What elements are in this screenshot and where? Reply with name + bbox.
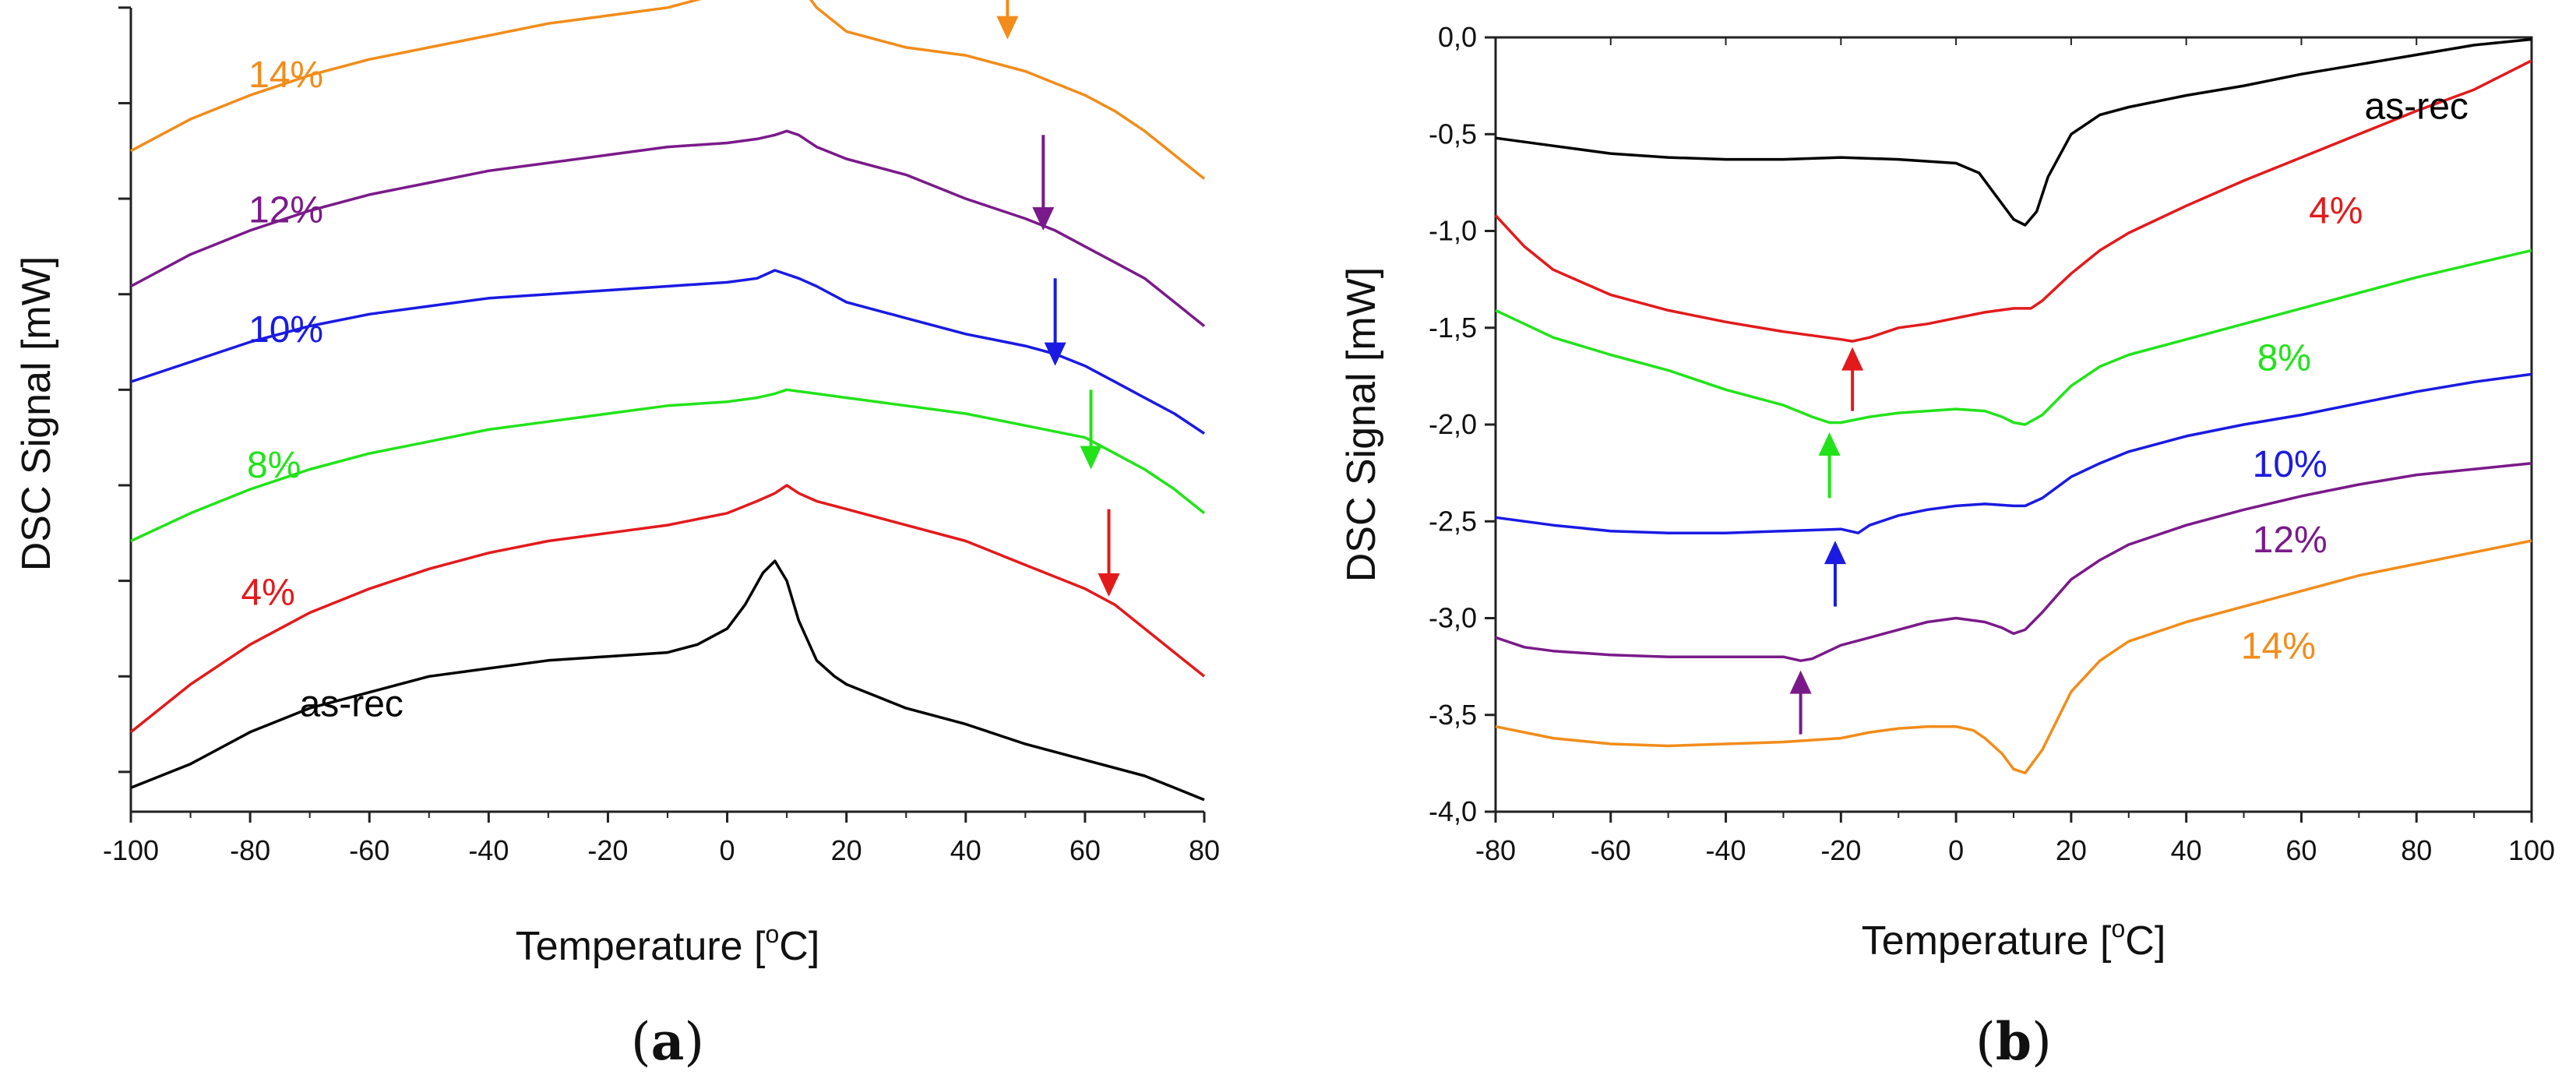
y-axis-title: DSC Signal [mW] <box>14 256 59 572</box>
x-axis-title-main: Temperature [ <box>1862 918 2112 964</box>
x-tick-label: 0 <box>720 834 735 866</box>
arrow-8pct-head <box>1080 446 1102 470</box>
y-tick-label: -3,0 <box>1429 602 1477 634</box>
arrow-12pct-head <box>1789 670 1812 694</box>
panel-label-open: ( <box>1975 1012 1996 1072</box>
x-axis-title: Temperature [oC] <box>516 920 820 969</box>
y-tick-label: -4,0 <box>1429 795 1477 827</box>
y-tick-label: -3,5 <box>1429 699 1477 731</box>
series-line-14pct <box>130 0 1206 180</box>
plot-frame <box>1494 36 2533 813</box>
y-axis-title: DSC Signal [mW] <box>1339 267 1384 583</box>
curve-label-10pct: 10% <box>248 309 323 351</box>
x-axis-title-degree: o <box>2112 915 2126 943</box>
x-tick-label: -20 <box>587 834 628 866</box>
x-axis-title-unit: C] <box>779 924 819 969</box>
panel-label-open: ( <box>631 1012 651 1072</box>
x-tick-label: -40 <box>468 834 509 866</box>
arrow-12pct-head <box>1032 206 1055 231</box>
series-line-14pct <box>1495 539 2532 775</box>
x-tick-label: 40 <box>950 834 981 866</box>
y-tick-label: 0,0 <box>1438 21 1477 53</box>
x-axis-title-unit: C] <box>2125 918 2165 964</box>
series-line-as-rec <box>130 559 1205 802</box>
panel-label-letter: b <box>1996 1011 2032 1072</box>
x-tick-label: -40 <box>1706 834 1746 866</box>
curve-label-12pct: 12% <box>248 190 323 231</box>
series-line-4pct <box>1494 59 2532 343</box>
y-tick-label: -1,0 <box>1429 215 1477 247</box>
series-line-10pct <box>130 269 1205 435</box>
arrow-4pct-head <box>1841 347 1864 371</box>
x-tick-label: 20 <box>831 834 862 866</box>
x-tick-label: -60 <box>1591 834 1631 866</box>
panel-label-close: ) <box>2032 1012 2052 1072</box>
curve-label-14pct: 14% <box>248 55 323 96</box>
curve-label-as-rec: as-rec <box>300 683 403 724</box>
y-tick-label: -1,5 <box>1429 312 1477 344</box>
x-tick-label: 20 <box>2056 834 2087 866</box>
x-tick-label: 100 <box>2508 834 2555 866</box>
series-line-12pct <box>130 129 1206 327</box>
y-tick-label: -2,0 <box>1429 408 1477 440</box>
x-axis-title: Temperature [oC] <box>1862 915 2166 964</box>
series-line-12pct <box>1495 461 2532 662</box>
curve-label-8pct: 8% <box>247 445 301 486</box>
x-tick-label: -80 <box>1475 834 1516 866</box>
x-tick-label: 80 <box>1189 834 1220 866</box>
curve-label-4pct: 4% <box>2309 191 2363 232</box>
x-tick-label: 60 <box>1070 834 1101 866</box>
curve-label-as-rec: as-rec <box>2365 86 2469 127</box>
x-axis-title-main: Temperature [ <box>516 924 766 969</box>
arrow-10pct-head <box>1044 342 1066 366</box>
panel-label: (b) <box>1975 1011 2052 1072</box>
panel-b-chart: -80 -60 -40 -20 0 20 40 60 80 100 0,0 -0,5 -1,0 -1,5 -… <box>1339 21 2555 1072</box>
x-tick-label: 60 <box>2285 834 2317 866</box>
y-tick-label: -2,5 <box>1429 505 1477 537</box>
arrow-4pct-head <box>1098 573 1120 597</box>
curve-label-12pct: 12% <box>2253 520 2328 561</box>
panel-a-chart: -100 -80 -60 -40 -20 0 20 40 60 80 Temperature [oC… <box>14 0 1220 1072</box>
curve-label-4pct: 4% <box>241 572 294 613</box>
panel-label: (a) <box>631 1011 704 1072</box>
arrow-8pct-head <box>1818 432 1841 456</box>
x-tick-label: -100 <box>103 834 159 866</box>
panel-label-letter: a <box>651 1011 685 1072</box>
x-tick-label: 40 <box>2171 834 2202 866</box>
x-tick-label: 0 <box>1948 834 1964 866</box>
series-line-8pct <box>1495 248 2532 426</box>
arrow-10pct-head <box>1824 541 1846 565</box>
series-line-4pct <box>129 484 1206 734</box>
x-tick-label: -60 <box>349 834 389 866</box>
x-tick-label: -20 <box>1820 834 1861 866</box>
x-axis-title-degree: o <box>766 920 780 948</box>
panel-label-close: ) <box>684 1012 704 1072</box>
arrow-14pct-head <box>996 16 1019 40</box>
series-line-as-rec <box>1495 37 2532 227</box>
y-tick-label: -0,5 <box>1429 118 1477 150</box>
curve-label-10pct: 10% <box>2253 444 2328 485</box>
series-line-10pct <box>1495 372 2532 534</box>
x-tick-label: -80 <box>230 834 270 866</box>
curve-label-14pct: 14% <box>2241 626 2316 668</box>
x-tick-label: 80 <box>2401 834 2432 866</box>
curve-label-8pct: 8% <box>2257 337 2311 379</box>
